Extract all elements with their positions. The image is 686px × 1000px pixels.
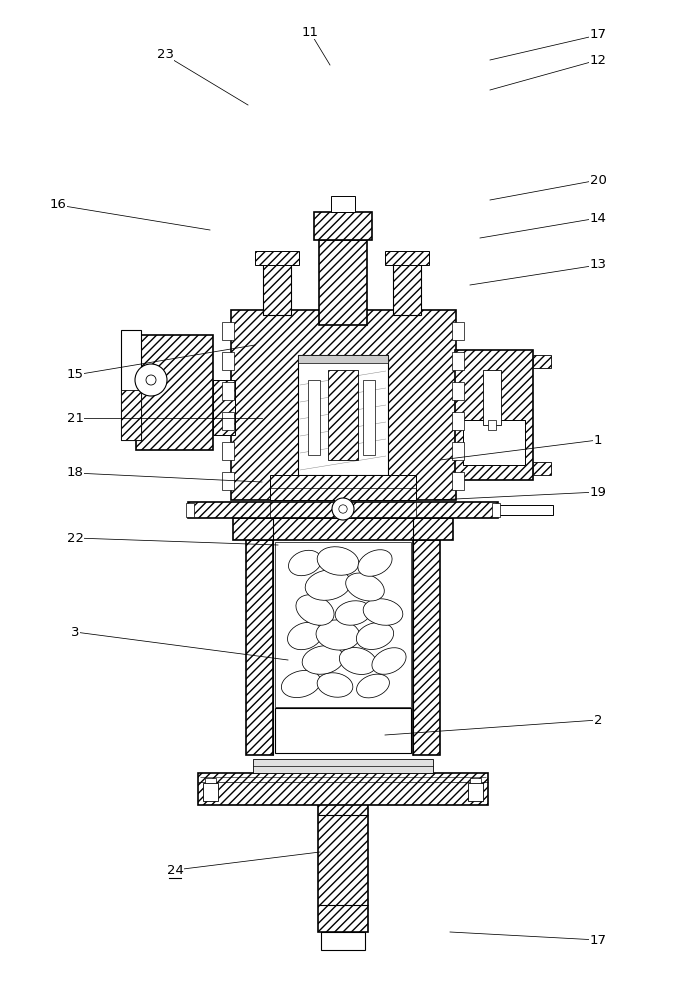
Bar — [452, 442, 464, 460]
Ellipse shape — [358, 550, 392, 576]
Ellipse shape — [281, 670, 320, 698]
Text: 24: 24 — [167, 863, 183, 876]
Ellipse shape — [287, 622, 322, 650]
Text: 12: 12 — [589, 53, 606, 66]
Bar — [321, 932, 365, 950]
Bar — [533, 355, 551, 368]
Bar — [121, 390, 141, 440]
Bar — [498, 505, 553, 515]
Bar — [298, 355, 388, 363]
Text: 14: 14 — [589, 212, 606, 225]
Bar — [198, 773, 488, 805]
Text: 13: 13 — [589, 258, 606, 271]
Bar — [319, 240, 367, 325]
Bar — [463, 420, 525, 465]
Ellipse shape — [316, 620, 360, 650]
Circle shape — [146, 375, 156, 385]
Bar — [121, 330, 141, 440]
Text: 17: 17 — [589, 28, 606, 41]
Bar — [385, 251, 429, 265]
Text: 2: 2 — [594, 714, 602, 726]
Text: 22: 22 — [67, 532, 84, 544]
Bar — [213, 380, 235, 435]
Text: 19: 19 — [589, 486, 606, 498]
Bar — [246, 540, 273, 755]
Bar — [452, 322, 464, 340]
Bar — [205, 778, 216, 783]
Bar — [452, 352, 464, 370]
Ellipse shape — [296, 595, 334, 625]
Bar — [231, 310, 456, 500]
Ellipse shape — [305, 570, 351, 600]
Bar — [533, 462, 551, 475]
Ellipse shape — [317, 673, 353, 697]
Bar — [492, 503, 500, 517]
Bar — [452, 382, 464, 400]
Ellipse shape — [356, 623, 394, 649]
Circle shape — [332, 498, 354, 520]
Bar — [222, 322, 234, 340]
Bar — [452, 412, 464, 430]
Bar — [253, 759, 433, 773]
Bar — [203, 783, 218, 801]
Bar — [452, 472, 464, 490]
Bar — [470, 778, 481, 783]
Bar — [275, 542, 411, 707]
Ellipse shape — [302, 646, 344, 674]
Text: 3: 3 — [71, 626, 80, 639]
Bar — [328, 370, 358, 460]
Text: 15: 15 — [67, 368, 84, 381]
Text: 11: 11 — [302, 25, 318, 38]
Bar — [488, 420, 496, 430]
Ellipse shape — [372, 648, 406, 674]
Bar — [222, 442, 234, 460]
Bar — [270, 475, 416, 500]
Ellipse shape — [317, 547, 359, 575]
Bar — [468, 783, 483, 801]
Bar — [222, 382, 234, 400]
Bar — [483, 370, 501, 425]
Bar — [136, 335, 213, 450]
Bar — [222, 412, 234, 430]
Bar — [275, 708, 411, 753]
Ellipse shape — [289, 550, 322, 576]
Bar — [186, 503, 194, 517]
Circle shape — [135, 364, 167, 396]
Bar — [188, 502, 498, 518]
Text: 17: 17 — [589, 934, 606, 946]
Ellipse shape — [346, 573, 384, 601]
Bar — [331, 196, 355, 212]
Bar — [318, 802, 368, 932]
Bar — [393, 260, 421, 315]
Bar — [308, 380, 320, 455]
Bar — [298, 355, 388, 475]
Circle shape — [339, 505, 347, 513]
Text: 18: 18 — [67, 466, 84, 480]
Text: 1: 1 — [594, 434, 602, 446]
Text: 21: 21 — [67, 412, 84, 424]
Text: 20: 20 — [589, 174, 606, 186]
Ellipse shape — [363, 599, 403, 625]
Ellipse shape — [340, 648, 377, 674]
Bar — [335, 500, 351, 518]
Ellipse shape — [335, 601, 371, 625]
Bar — [363, 380, 375, 455]
Bar — [233, 518, 453, 540]
Bar — [263, 260, 291, 315]
Bar — [413, 540, 440, 755]
Bar — [314, 212, 372, 240]
Text: 23: 23 — [156, 48, 174, 62]
Bar — [222, 352, 234, 370]
Bar — [222, 472, 234, 490]
Bar — [455, 350, 533, 480]
Text: 16: 16 — [49, 198, 67, 212]
Ellipse shape — [357, 674, 390, 698]
Bar — [255, 251, 299, 265]
